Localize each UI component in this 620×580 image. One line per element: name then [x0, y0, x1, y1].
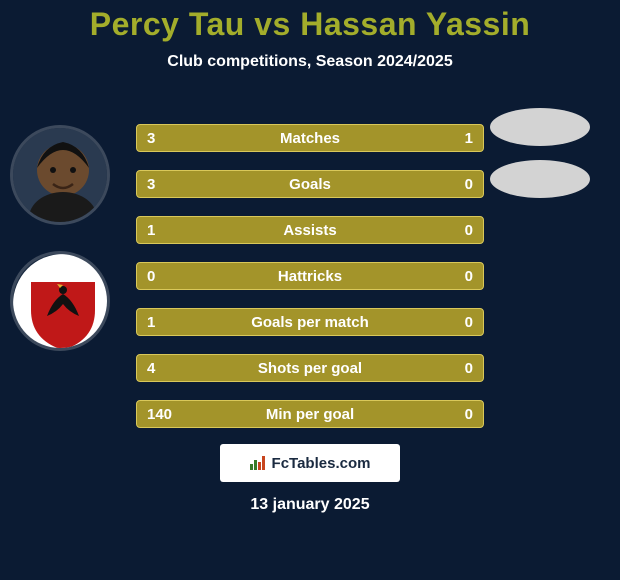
- stat-label: Min per goal: [137, 406, 483, 423]
- footer-date: 13 january 2025: [0, 496, 620, 514]
- stat-value-right: 0: [443, 268, 473, 285]
- stat-label: Goals per match: [137, 314, 483, 331]
- stat-label: Hattricks: [137, 268, 483, 285]
- left-player-column: [10, 125, 120, 377]
- stat-label: Shots per goal: [137, 360, 483, 377]
- comparison-card: Percy Tau vs Hassan Yassin Club competit…: [0, 0, 620, 580]
- site-name: FcTables.com: [272, 455, 371, 472]
- barchart-icon: [250, 456, 265, 470]
- subtitle: Club competitions, Season 2024/2025: [0, 53, 620, 71]
- face-placeholder-icon: [13, 128, 110, 225]
- player-right-club-placeholder: [490, 160, 590, 198]
- stat-row: 4Shots per goal0: [136, 354, 484, 382]
- stat-label: Goals: [137, 176, 483, 193]
- player-left-club-badge: [10, 251, 110, 351]
- stat-row: 1Assists0: [136, 216, 484, 244]
- stat-row: 0Hattricks0: [136, 262, 484, 290]
- stat-row: 140Min per goal0: [136, 400, 484, 428]
- stat-value-right: 0: [443, 176, 473, 193]
- stat-value-right: 0: [443, 406, 473, 423]
- stat-value-right: 0: [443, 360, 473, 377]
- stat-label: Matches: [137, 130, 483, 147]
- page-title: Percy Tau vs Hassan Yassin: [0, 0, 620, 43]
- stat-value-right: 0: [443, 314, 473, 331]
- stat-value-right: 1: [443, 130, 473, 147]
- player-left-avatar: [10, 125, 110, 225]
- player-right-avatar-placeholder: [490, 108, 590, 146]
- right-player-column: [490, 108, 610, 212]
- stat-row: 3Matches1: [136, 124, 484, 152]
- stat-row: 1Goals per match0: [136, 308, 484, 336]
- stats-list: 3Matches13Goals01Assists00Hattricks01Goa…: [136, 124, 484, 446]
- stat-value-right: 0: [443, 222, 473, 239]
- club-badge-icon: [13, 254, 110, 351]
- stat-row: 3Goals0: [136, 170, 484, 198]
- stat-label: Assists: [137, 222, 483, 239]
- site-attribution[interactable]: FcTables.com: [220, 444, 400, 482]
